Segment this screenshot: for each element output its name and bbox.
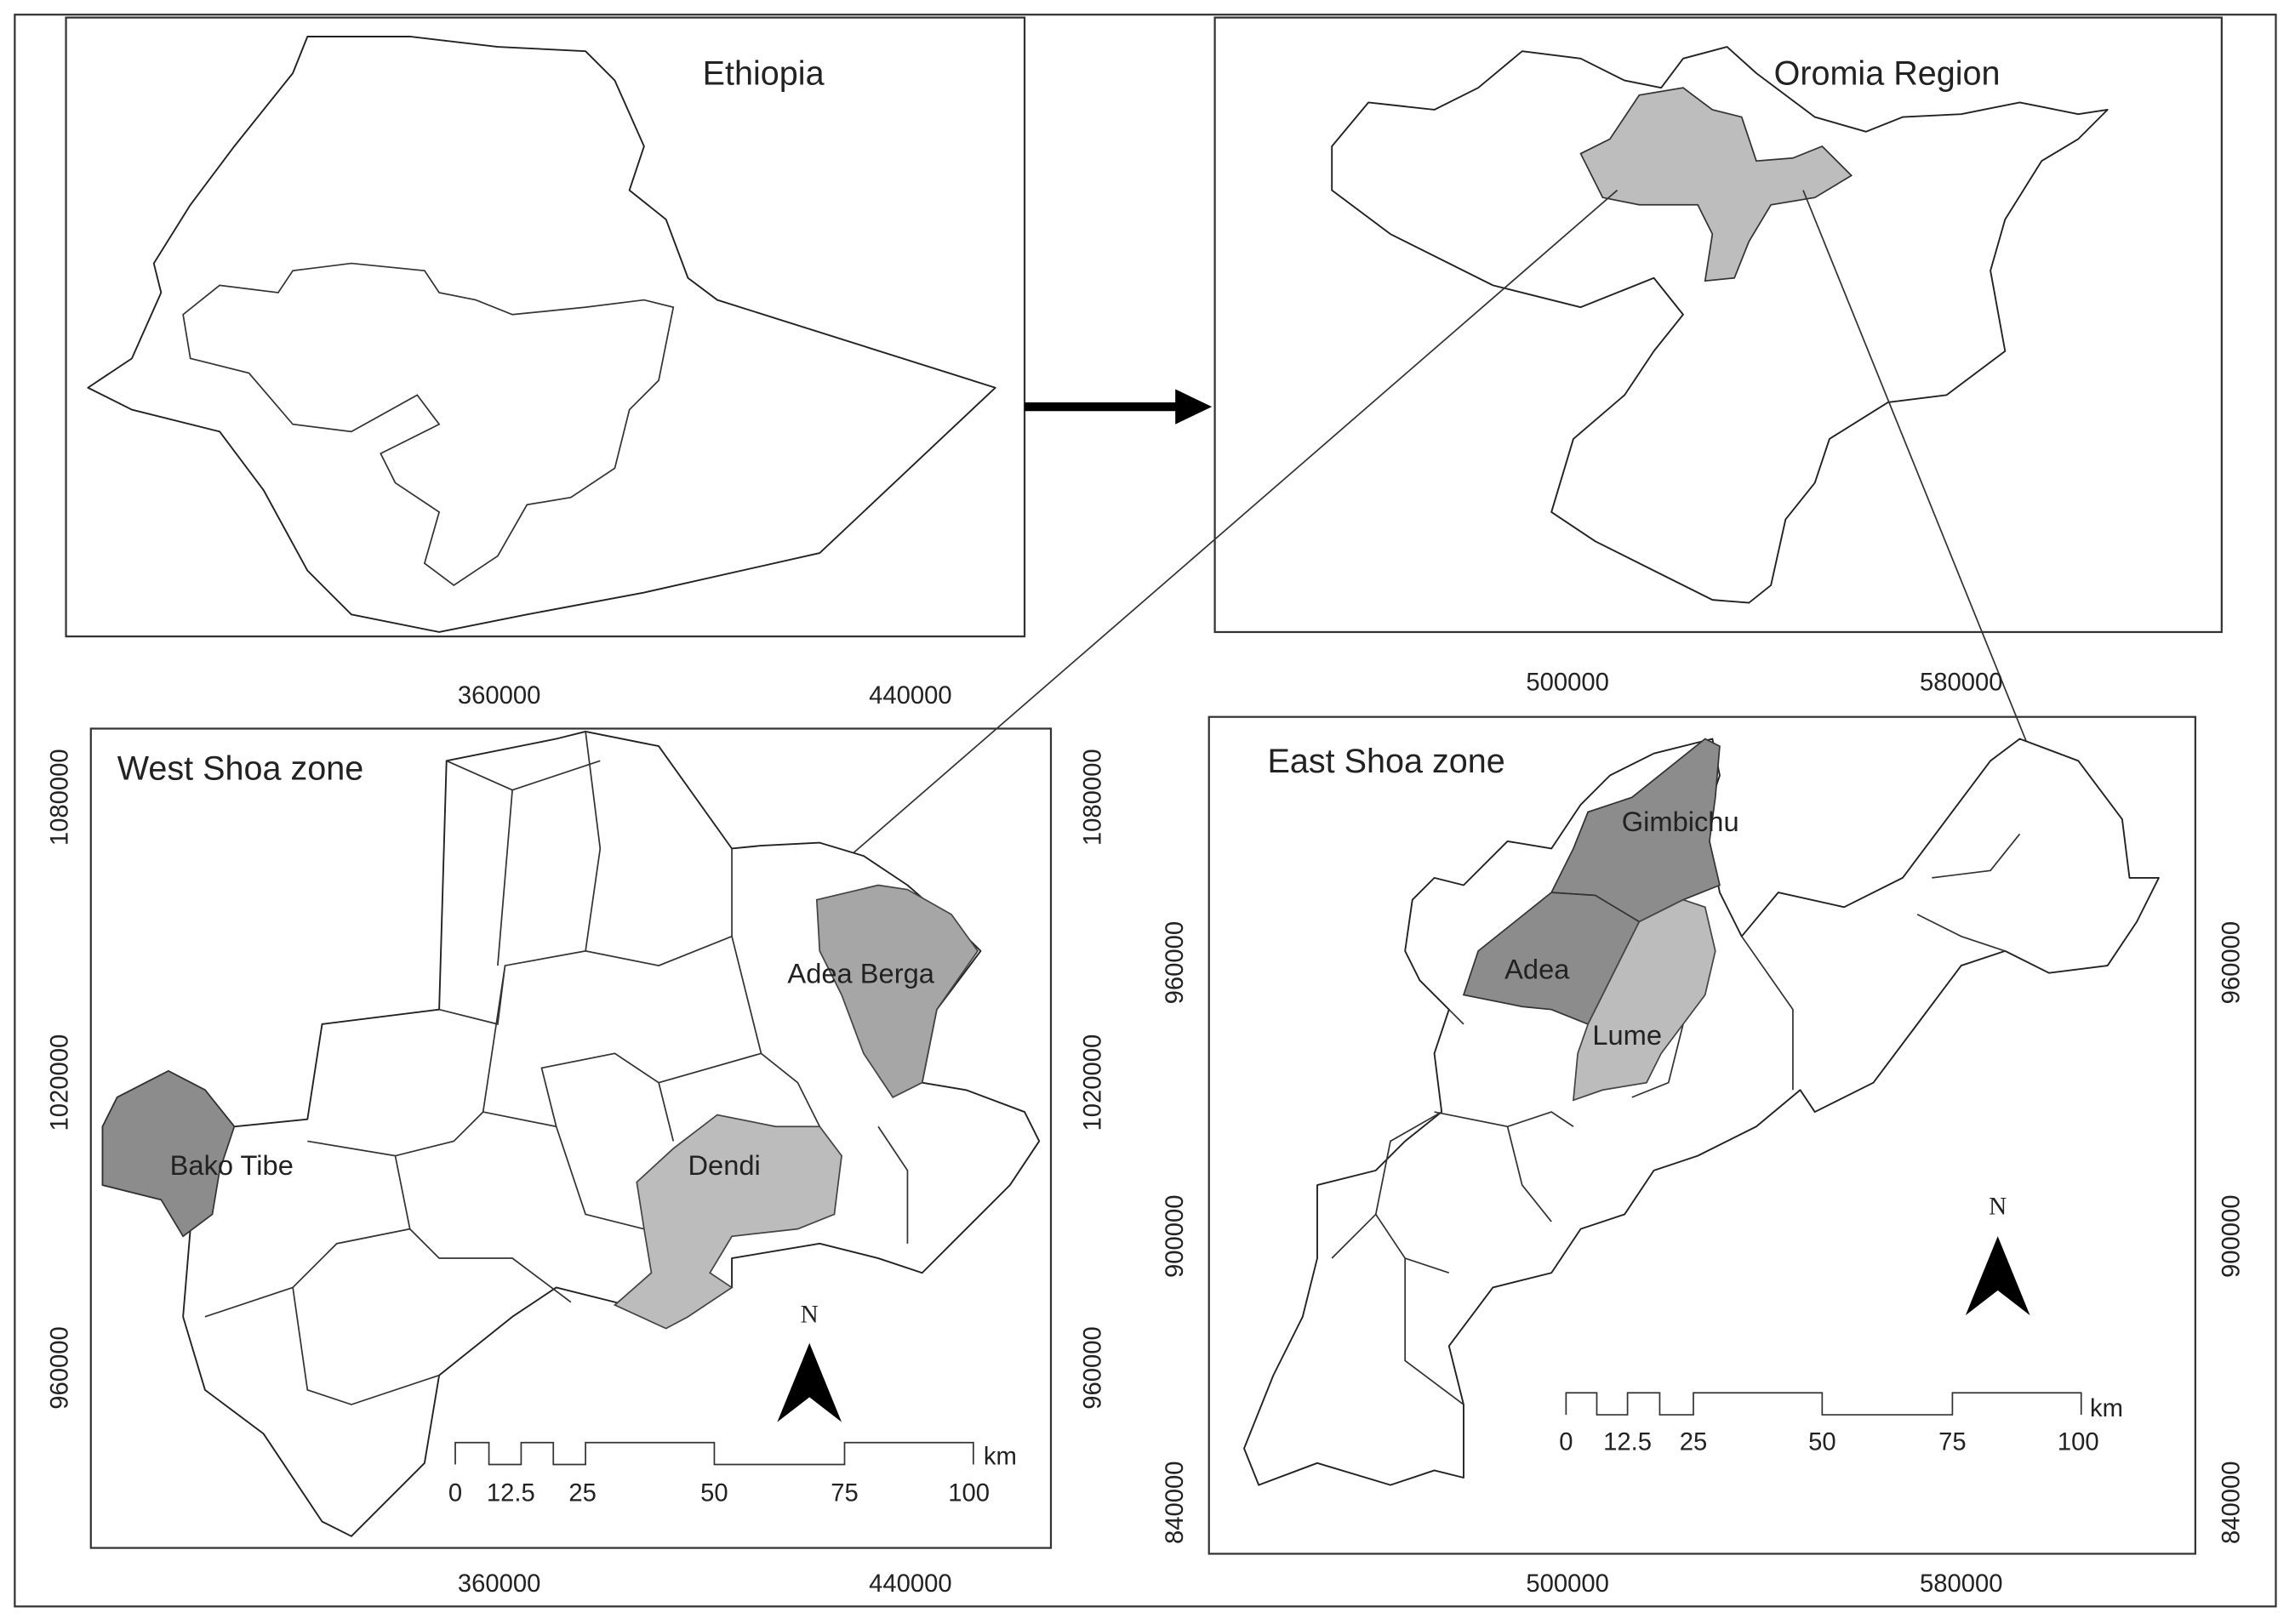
y-tick-label: 960000 (1162, 921, 1189, 1005)
axis-ticks: 500000 580000 500000 580000 960000 90000… (1162, 670, 2246, 1598)
scale-labels: 0 12.5 25 50 75 100 km (1559, 1395, 2123, 1456)
scale-label: 100 (2058, 1428, 2099, 1456)
oromia-outline (1331, 46, 2109, 604)
district-label: Lume (1592, 1019, 1662, 1051)
district-label: Bako Tibe (170, 1149, 294, 1181)
y-tick-label: 900000 (1162, 1194, 1189, 1278)
panel-title: Oromia Region (1774, 55, 2001, 93)
ethiopia-frame (65, 16, 1026, 638)
panel-title: East Shoa zone (1268, 743, 1505, 780)
scale-label: 12.5 (487, 1480, 535, 1507)
study-districts (1579, 87, 1853, 282)
district-label: Dendi (688, 1149, 760, 1181)
scale-label: 100 (948, 1480, 990, 1507)
north-label: N (1989, 1193, 2007, 1220)
x-tick-label: 580000 (1920, 670, 2003, 697)
scale-unit: km (2090, 1395, 2123, 1422)
x-tick-label: 580000 (1920, 1570, 2003, 1598)
y-tick-label: 840000 (1162, 1461, 1189, 1544)
scale-label: 50 (700, 1480, 728, 1507)
y-tick-label: 1020000 (1079, 1034, 1106, 1131)
connector (1802, 190, 2028, 744)
scale-label: 12.5 (1603, 1428, 1652, 1456)
district-boundary (1331, 833, 2021, 1405)
oromia-outline-small (182, 262, 675, 586)
scale-unit: km (984, 1444, 1017, 1471)
scale-bar (454, 1441, 974, 1466)
scale-labels: 0 12.5 25 50 75 100 km (448, 1444, 1017, 1507)
ethiopia-outline (87, 36, 996, 633)
panel-title: West Shoa zone (117, 750, 363, 788)
north-arrow (1965, 1236, 2030, 1316)
x-tick-label: 500000 (1526, 1570, 1609, 1598)
outer-frame (14, 14, 2277, 1608)
district-adea (1462, 892, 1641, 1025)
x-tick-label: 500000 (1526, 670, 1609, 697)
scale-label: 75 (831, 1480, 859, 1507)
north-arrow (777, 1342, 842, 1422)
west-shoa-outline (101, 730, 1041, 1537)
scale-label: 0 (1559, 1428, 1573, 1456)
district-label: Gimbichu (1622, 806, 1739, 837)
west-shoa-frame (89, 727, 1053, 1549)
district-label: Adea (1504, 954, 1570, 985)
axis-ticks: 360000 440000 360000 440000 1080000 1020… (46, 682, 1106, 1598)
district-bako-tibe (101, 1069, 236, 1238)
panel-title: Ethiopia (703, 55, 825, 93)
y-tick-label: 840000 (2218, 1461, 2245, 1544)
district-dendi (613, 1114, 842, 1330)
scale-label: 25 (568, 1480, 597, 1507)
arrow-head (1175, 389, 1213, 425)
y-tick-label: 1020000 (46, 1034, 73, 1131)
y-tick-label: 900000 (2218, 1194, 2245, 1278)
scale-label: 75 (1938, 1428, 1967, 1456)
scale-label: 50 (1808, 1428, 1836, 1456)
connector (853, 189, 1618, 854)
scale-label: 25 (1680, 1428, 1708, 1456)
scale-label: 0 (448, 1480, 462, 1507)
y-tick-label: 960000 (46, 1326, 73, 1410)
y-tick-label: 1080000 (1079, 749, 1106, 846)
y-tick-label: 960000 (2218, 921, 2245, 1005)
district-lume (1572, 898, 1716, 1102)
district-label: Adea Berga (787, 958, 934, 989)
oromia-frame (1213, 16, 2223, 634)
x-tick-label: 440000 (869, 682, 952, 709)
north-label: N (801, 1302, 819, 1329)
scale-bar (1565, 1392, 2082, 1416)
district-boundary (204, 731, 909, 1405)
district-adea-berga (815, 884, 979, 1098)
x-tick-label: 360000 (458, 682, 541, 709)
x-tick-label: 360000 (458, 1570, 541, 1598)
east-shoa-frame (1207, 715, 2197, 1555)
y-tick-label: 960000 (1079, 1326, 1106, 1410)
x-tick-label: 440000 (869, 1570, 952, 1598)
y-tick-label: 1080000 (46, 749, 73, 846)
